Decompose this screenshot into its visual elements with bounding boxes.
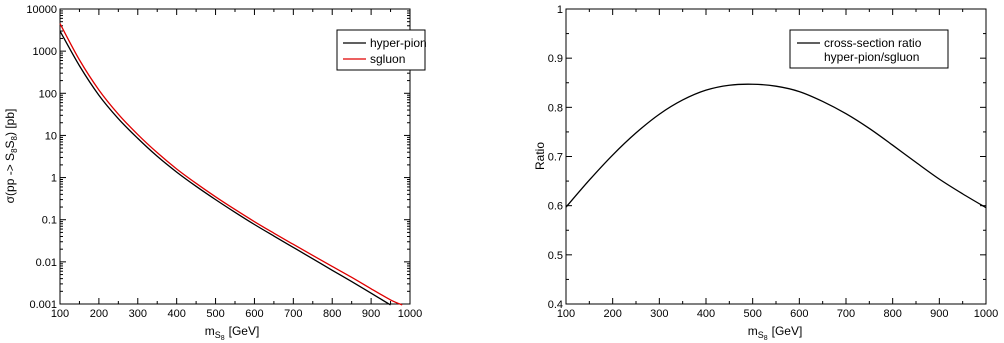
cross-section-chart: 100 200 300 400 500 600 700 800 900 1000 0.001 0.01… (3, 4, 427, 342)
legend-label-sgluon: sgluon (370, 52, 405, 66)
right-x-tick-label: 500 (743, 308, 761, 320)
left-x-tick-label: 100 (51, 308, 69, 320)
right-x-tick-label: 600 (790, 308, 808, 320)
left-y-tick-label: 10 (45, 130, 57, 142)
left-y-tick-label: 0.01 (36, 257, 57, 269)
right-y-tick-label: 0.5 (548, 250, 563, 262)
right-x-tick-label: 100 (557, 308, 575, 320)
left-legend-box (336, 29, 426, 71)
right-ticks: 100 200 300 400 500 600 700 800 900 1000 0.4 0.5 0.6… (548, 4, 999, 320)
series-line-cross-section-ratio (565, 83, 987, 209)
left-legend: hyper-pion sgluon (336, 29, 427, 71)
right-y-tick-label: 0.9 (548, 53, 563, 65)
left-y-axis-label: σ(pp -> S8S8) [pb] (3, 109, 19, 204)
left-x-tick-label: 800 (323, 308, 341, 320)
left-x-tick-label: 500 (206, 308, 224, 320)
left-x-tick-label: 200 (90, 308, 108, 320)
right-x-axis-label: mS8[GeV] (748, 324, 803, 342)
legend-label-ratio: cross-section ratio (824, 36, 922, 50)
left-y-tick-label: 10000 (26, 4, 57, 16)
right-legend-box (789, 29, 949, 69)
ratio-chart: 100 200 300 400 500 600 700 800 900 1000 0.4 0.5 0.6… (533, 4, 998, 342)
left-x-tick-label: 1000 (398, 308, 422, 320)
left-x-tick-label: 600 (245, 308, 263, 320)
right-y-tick-label: 0.7 (548, 152, 563, 164)
right-y-tick-label: 0.8 (548, 102, 563, 114)
left-y-tick-label: 1 (51, 173, 57, 185)
left-x-tick-label: 300 (129, 308, 147, 320)
right-x-tick-label: 200 (603, 308, 621, 320)
left-y-tick-label: 100 (39, 88, 57, 100)
left-series-lines (59, 23, 403, 306)
left-y-tick-label: 1000 (33, 46, 57, 58)
left-y-tick-label: 0.001 (29, 299, 57, 311)
left-x-axis-label: mS8[GeV] (205, 324, 260, 342)
right-x-tick-label: 900 (930, 308, 948, 320)
right-x-tick-label: 300 (650, 308, 668, 320)
legend-label-hyper-pion: hyper-pion (370, 36, 427, 50)
legend-label-ratio-line2: hyper-pion/sgluon (824, 50, 919, 64)
right-y-tick-label: 1 (557, 4, 563, 16)
right-y-tick-label: 0.4 (548, 299, 563, 311)
left-x-tick-label: 900 (362, 308, 380, 320)
right-series-lines (565, 83, 987, 209)
left-x-tick-label: 400 (167, 308, 185, 320)
left-y-tick-label: 0.1 (42, 215, 57, 227)
right-x-tick-label: 400 (697, 308, 715, 320)
right-x-tick-label: 1000 (974, 308, 998, 320)
right-y-axis-label: Ratio (533, 142, 547, 170)
right-legend: cross-section ratio hyper-pion/sgluon (789, 29, 949, 69)
left-x-tick-label: 700 (284, 308, 302, 320)
series-line-hyper-pion (59, 30, 391, 306)
right-x-tick-label: 800 (883, 308, 901, 320)
series-line-sgluon (59, 23, 403, 306)
right-y-tick-label: 0.6 (548, 201, 563, 213)
right-x-tick-label: 700 (837, 308, 855, 320)
